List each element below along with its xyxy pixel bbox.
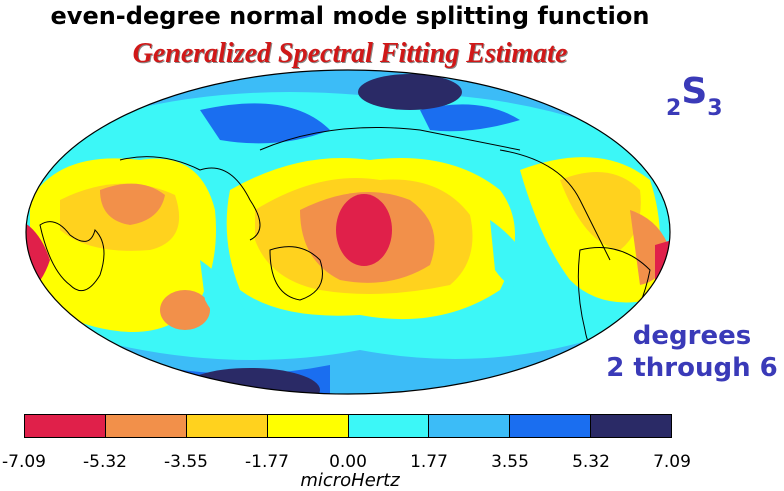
degrees-label-line-2: 2 through 6 <box>606 353 778 383</box>
south-navy-patch <box>180 368 320 394</box>
mode-angular-degree: 3 <box>707 96 723 121</box>
mode-label: 2S3 <box>666 74 723 120</box>
cyan-channel-east <box>490 220 540 288</box>
colorbar-segment-2 <box>186 415 268 437</box>
colorbar-segment-1 <box>105 415 187 437</box>
north-blue-patch-1 <box>200 103 330 144</box>
colorbar-tick-label: 0.00 <box>329 452 367 472</box>
coastlines <box>39 127 651 353</box>
colorbar-segment-4 <box>348 415 430 437</box>
colorbar-tick-label: 5.32 <box>572 452 610 472</box>
north-navy-patch <box>358 74 462 110</box>
colorbar-unit: microHertz <box>300 470 400 491</box>
chart-title: even-degree normal mode splitting functi… <box>50 2 650 30</box>
map-border <box>25 69 671 395</box>
colorbar <box>24 414 672 438</box>
west-orange-region <box>100 183 165 225</box>
colorbar-tick-label: 3.55 <box>491 452 529 472</box>
southwest-orange-patch <box>160 290 210 330</box>
map-fill <box>26 70 670 394</box>
colorbar-segment-7 <box>591 415 671 437</box>
colorbar-segment-5 <box>429 415 511 437</box>
east-gold-region <box>560 172 641 250</box>
colorbar-segment-0 <box>25 415 106 437</box>
degrees-label: degrees 2 through 6 <box>600 320 784 384</box>
colorbar-tick-label: -1.77 <box>245 452 289 472</box>
colorbar-segment-6 <box>510 415 592 437</box>
colorbar-tick-label: -7.09 <box>2 452 46 472</box>
colorbar-tick-label: 7.09 <box>653 452 691 472</box>
central-red-anomaly <box>336 194 392 266</box>
chart-subtitle: Generalized Spectral Fitting Estimate <box>132 38 568 69</box>
degrees-label-line-1: degrees <box>632 321 752 351</box>
mode-type-letter: S <box>681 71 708 112</box>
colorbar-tick-label: -3.55 <box>164 452 208 472</box>
colorbar-segment-3 <box>267 415 349 437</box>
colorbar-tick-label: -5.32 <box>83 452 127 472</box>
colorbar-tick-label: 1.77 <box>410 452 448 472</box>
north-blue-patch-2 <box>420 104 520 132</box>
mode-overtone-number: 2 <box>666 96 682 121</box>
cyan-channel-west <box>200 260 250 323</box>
